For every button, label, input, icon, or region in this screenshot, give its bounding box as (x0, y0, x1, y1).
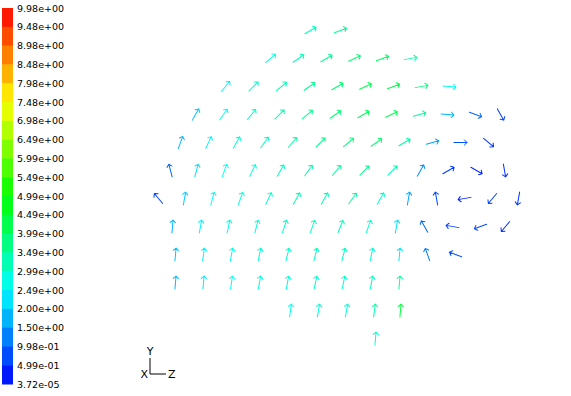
svg-text:5.99e+00: 5.99e+00 (17, 153, 64, 164)
svg-text:9.48e+00: 9.48e+00 (17, 21, 64, 32)
svg-text:X: X (140, 368, 148, 381)
svg-text:9.98e-01: 9.98e-01 (17, 341, 60, 352)
svg-text:1.50e+00: 1.50e+00 (17, 322, 64, 333)
svg-text:Z: Z (168, 368, 176, 381)
svg-text:3.72e-05: 3.72e-05 (17, 379, 60, 390)
svg-text:7.48e+00: 7.48e+00 (17, 97, 64, 108)
svg-text:8.98e+00: 8.98e+00 (17, 40, 64, 51)
svg-text:8.48e+00: 8.48e+00 (17, 59, 64, 70)
svg-text:3.49e+00: 3.49e+00 (17, 247, 64, 258)
svg-text:9.98e+00: 9.98e+00 (17, 3, 64, 14)
svg-text:7.98e+00: 7.98e+00 (17, 78, 64, 89)
svg-text:4.99e-01: 4.99e-01 (17, 360, 60, 371)
svg-text:5.49e+00: 5.49e+00 (17, 172, 64, 183)
svg-text:4.49e+00: 4.49e+00 (17, 209, 64, 220)
svg-text:4.99e+00: 4.99e+00 (17, 191, 64, 202)
svg-text:6.49e+00: 6.49e+00 (17, 134, 64, 145)
svg-text:Y: Y (146, 345, 154, 358)
svg-text:3.99e+00: 3.99e+00 (17, 228, 64, 239)
svg-text:6.98e+00: 6.98e+00 (17, 115, 64, 126)
svg-text:2.99e+00: 2.99e+00 (17, 266, 64, 277)
svg-text:2.00e+00: 2.00e+00 (17, 303, 64, 314)
svg-text:2.49e+00: 2.49e+00 (17, 285, 64, 296)
